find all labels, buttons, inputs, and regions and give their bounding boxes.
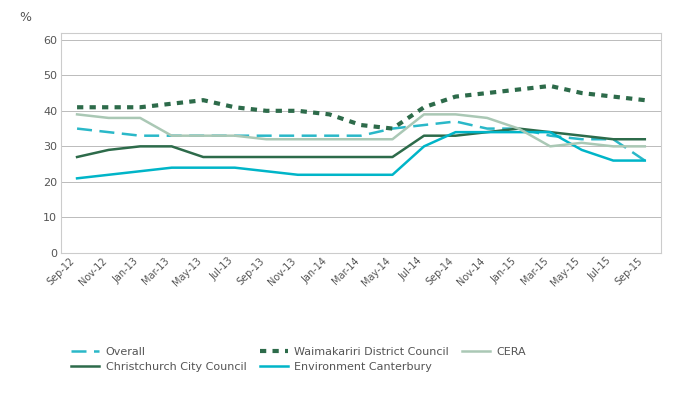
- Text: %: %: [19, 11, 31, 24]
- Legend: Overall, Christchurch City Council, Waimakariri District Council, Environment Ca: Overall, Christchurch City Council, Waim…: [67, 342, 531, 377]
